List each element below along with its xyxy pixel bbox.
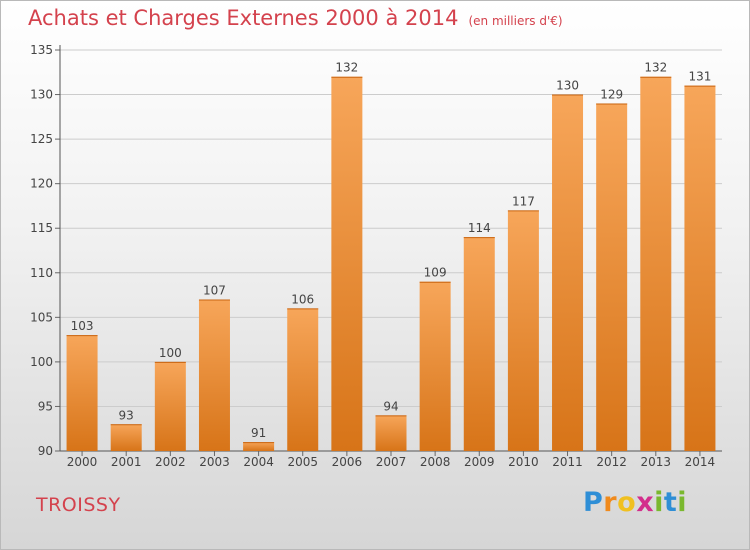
bar-2010: [507, 210, 539, 451]
x-tick-label: 2011: [552, 455, 583, 469]
bar-2013: [640, 76, 672, 451]
data-label: 100: [159, 346, 182, 360]
data-label: 103: [71, 319, 94, 333]
data-label: 107: [203, 284, 226, 298]
bar-2005: [287, 308, 319, 451]
logo-letter: i: [677, 487, 688, 518]
commune-name: TROISSY: [36, 494, 121, 516]
data-label: 94: [383, 399, 398, 413]
data-label: 117: [512, 194, 535, 208]
x-tick-label: 2003: [199, 455, 230, 469]
y-tick-label: 90: [38, 444, 53, 458]
bars: [66, 76, 716, 452]
bar-2001: [110, 424, 142, 451]
x-tick-label: 2007: [376, 455, 407, 469]
bar-2007: [375, 415, 407, 451]
bar-2000: [66, 335, 98, 451]
chart-title-block: Achats et Charges Externes 2000 à 2014 (e…: [28, 6, 563, 30]
logo-letter: r: [603, 487, 618, 518]
data-label: 129: [600, 87, 623, 101]
data-label: 132: [644, 61, 667, 75]
bar-2002: [154, 361, 186, 451]
data-label: 114: [468, 221, 491, 235]
x-tick-label: 2013: [641, 455, 672, 469]
logo-letter: x: [636, 487, 655, 518]
x-tick-label: 2012: [596, 455, 627, 469]
x-tick-label: 2001: [111, 455, 142, 469]
x-tick-label: 2014: [685, 455, 716, 469]
data-label: 91: [251, 426, 266, 440]
bar-2014: [684, 85, 716, 452]
x-tick-label: 2008: [420, 455, 451, 469]
data-label: 131: [688, 70, 711, 84]
labels: 103 93 100 107 91 106 132 94 109 114 117 130 129 132 1…: [71, 61, 712, 440]
data-label: 109: [424, 266, 447, 280]
logo-letter: i: [654, 487, 664, 518]
logo-letter: P: [583, 487, 604, 518]
x-tick-label: 2006: [332, 455, 363, 469]
data-label: 93: [119, 408, 134, 422]
logo-letter: t: [663, 487, 678, 518]
x-tick-label: 2000: [67, 455, 98, 469]
y-tick-label: 130: [30, 88, 53, 102]
y-tick-label: 115: [30, 221, 53, 235]
x-tick-label: 2005: [287, 455, 318, 469]
chart-title: Achats et Charges Externes 2000 à 2014: [28, 6, 459, 30]
y-tick-label: 135: [30, 43, 53, 57]
bar-2003: [198, 299, 230, 451]
data-label: 106: [291, 292, 314, 306]
y-tick-label: 105: [30, 310, 53, 324]
y-tick-label: 120: [30, 177, 53, 191]
y-tick-label: 125: [30, 132, 53, 146]
chart-unit-note: (en milliers d'€): [468, 14, 563, 28]
x-tick-label: 2002: [155, 455, 186, 469]
x-tick-label: 2004: [243, 455, 274, 469]
x-tick-label: 2009: [464, 455, 495, 469]
x-tick-label: 2010: [508, 455, 539, 469]
data-label: 132: [335, 61, 358, 75]
bar-2009: [463, 237, 495, 451]
logo-letter: o: [617, 487, 637, 518]
y-tick-label: 110: [30, 266, 53, 280]
bar-2011: [552, 94, 584, 452]
data-label: 130: [556, 79, 579, 93]
bar-2006: [331, 76, 363, 451]
bar-2004: [243, 442, 275, 451]
bar-2008: [419, 281, 451, 451]
y-tick-label: 95: [38, 399, 53, 413]
bar-2012: [596, 103, 628, 451]
proxiti-logo: Proxiti: [583, 487, 687, 518]
y-tick-label: 100: [30, 355, 53, 369]
